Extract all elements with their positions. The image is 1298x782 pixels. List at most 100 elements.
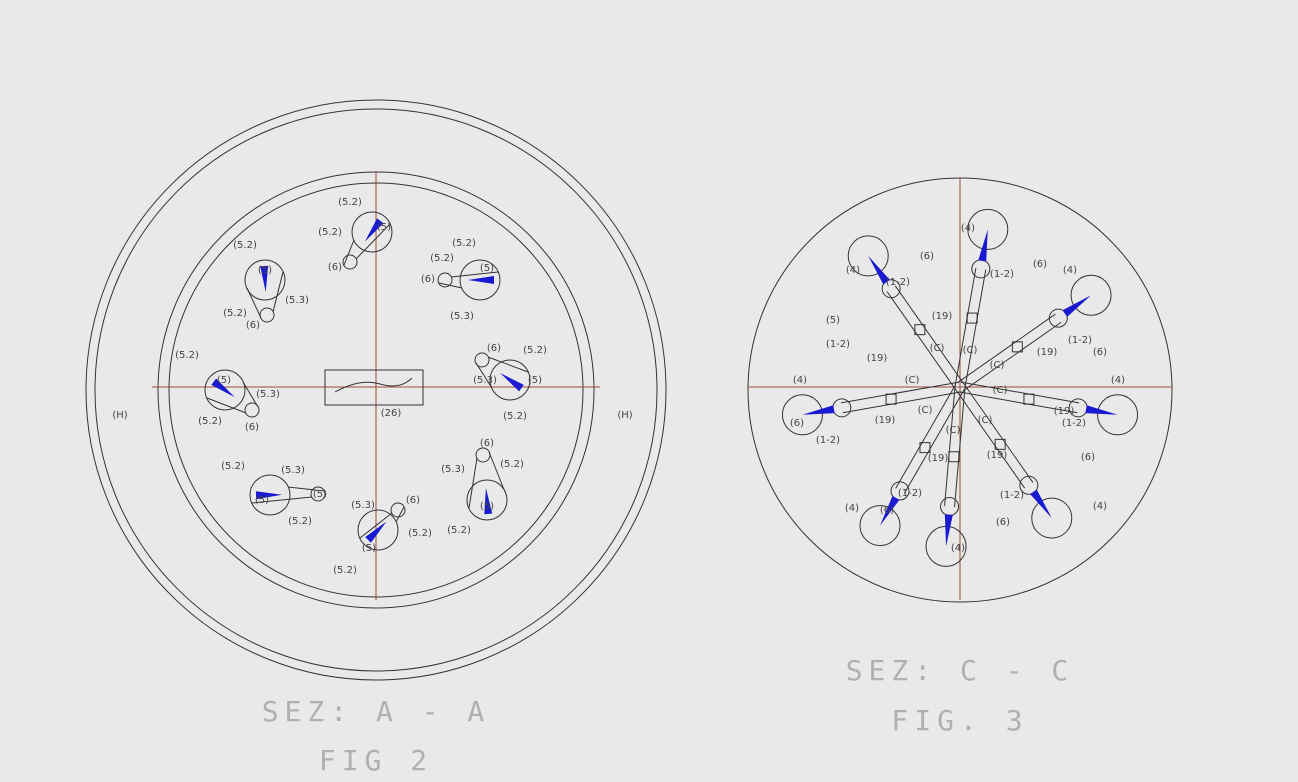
head	[1070, 274, 1112, 316]
part-label: (6)	[1033, 259, 1047, 270]
part-label: (5.3)	[450, 311, 474, 322]
coupling	[966, 312, 978, 324]
part-label: (1-2)	[898, 488, 922, 499]
part-label: (5.2)	[288, 516, 312, 527]
pod	[244, 259, 286, 301]
part-label: (6)	[487, 343, 501, 354]
part-label: (5)	[313, 489, 327, 500]
coupling	[1023, 393, 1035, 405]
part-label: (C)	[993, 385, 1008, 396]
head	[1097, 394, 1139, 436]
joint	[890, 481, 910, 501]
caption: SEZ: A - A	[262, 695, 491, 728]
part-label: (1-2)	[816, 435, 840, 446]
coupling	[914, 324, 926, 336]
arm	[886, 285, 965, 391]
pod	[489, 359, 531, 401]
figure-label: FIG. 3	[891, 704, 1028, 737]
arrow	[880, 495, 900, 526]
coupling	[885, 393, 897, 405]
part-label: (6)	[920, 251, 934, 262]
joint	[832, 398, 852, 418]
part-label: (5.3)	[256, 389, 280, 400]
part-label: (6)	[245, 422, 259, 433]
part-label: (5.2)	[523, 345, 547, 356]
part-label: (1-2)	[886, 277, 910, 288]
arrow	[978, 229, 988, 262]
part-label: (C)	[963, 345, 978, 356]
part-label: (C)	[905, 375, 920, 386]
pod-small	[310, 486, 326, 502]
part-label: (26)	[381, 408, 402, 419]
pod-small	[244, 402, 260, 418]
pod-small	[474, 352, 490, 368]
part-label: (19)	[928, 453, 949, 464]
pod	[351, 211, 393, 253]
arrow	[484, 488, 493, 515]
pod-link	[287, 486, 325, 492]
part-label: (19)	[987, 450, 1008, 461]
arm	[944, 386, 966, 508]
pod-link	[343, 239, 355, 266]
part-label: (C)	[918, 405, 933, 416]
part-label: (4)	[1111, 375, 1125, 386]
part-label: (5)	[377, 222, 391, 233]
arrow	[802, 405, 835, 415]
part-label: (19)	[932, 311, 953, 322]
pod-link	[359, 512, 393, 539]
part-label: (5.2)	[318, 227, 342, 238]
part-label: (1-2)	[990, 269, 1014, 280]
pod	[249, 474, 291, 516]
part-label: (5.2)	[452, 238, 476, 249]
pod-link	[355, 223, 391, 260]
part-label: (C)	[978, 415, 993, 426]
arrow	[500, 373, 524, 392]
part-label: (5)	[258, 265, 272, 276]
part-label: (6)	[480, 438, 494, 449]
coupling	[948, 451, 960, 463]
part-label: (5.2)	[430, 253, 454, 264]
arrow	[468, 276, 494, 284]
part-label: (5.2)	[500, 459, 524, 470]
pod-link	[251, 496, 313, 504]
part-label: (5)	[255, 495, 269, 506]
caption: SEZ: C - C	[846, 654, 1075, 687]
part-label: (6)	[880, 505, 894, 516]
part-label: (4)	[961, 223, 975, 234]
pod-link	[475, 362, 493, 389]
part-label: (19)	[1037, 347, 1058, 358]
pod-link	[395, 506, 405, 523]
part-label: (5)	[217, 375, 231, 386]
arrow	[365, 521, 387, 543]
pod-small	[259, 307, 275, 323]
joint	[881, 279, 901, 299]
part-label: (19)	[875, 415, 896, 426]
part-label: (5.2)	[333, 565, 357, 576]
part-label: (5.2)	[408, 528, 432, 539]
part-label: (4)	[1063, 265, 1077, 276]
part-label: (5.2)	[175, 350, 199, 361]
part-label: (5.3)	[351, 500, 375, 511]
part-label: (5)	[826, 315, 840, 326]
fig3-frame	[747, 177, 1173, 603]
head	[967, 208, 1009, 250]
arm	[840, 381, 961, 414]
part-label: (5.2)	[503, 411, 527, 422]
fig2-frame	[85, 99, 667, 681]
side-label: (H)	[617, 410, 632, 421]
part-label: (5)	[362, 543, 376, 554]
part-label: (6)	[1093, 347, 1107, 358]
part-label: (5.2)	[338, 197, 362, 208]
part-label: (6)	[328, 262, 342, 273]
part-label: (C)	[946, 425, 961, 436]
arm	[956, 313, 1062, 392]
part-label: (4)	[846, 265, 860, 276]
pod-link	[438, 282, 463, 289]
pod	[466, 479, 508, 521]
arrow	[364, 218, 384, 242]
joint	[1019, 475, 1039, 495]
part-label: (6)	[246, 320, 260, 331]
part-label: (1-2)	[1000, 490, 1024, 501]
arrow	[944, 514, 953, 547]
